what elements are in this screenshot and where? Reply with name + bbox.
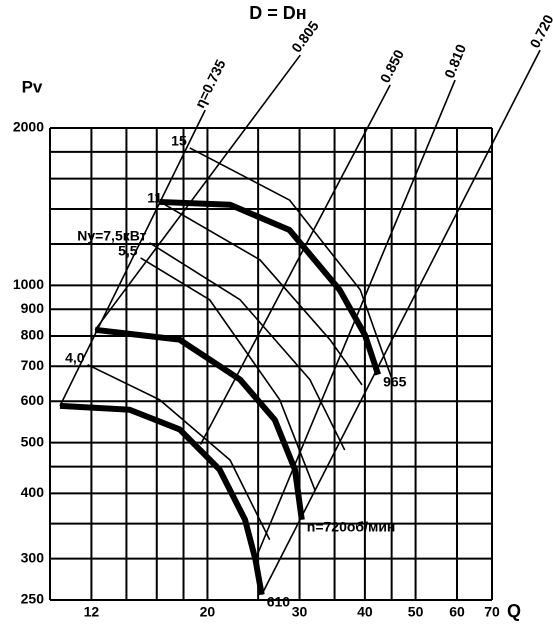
chart-title: D = Dн bbox=[249, 3, 306, 23]
power-curve bbox=[140, 257, 316, 491]
x-axis-label: Q bbox=[507, 601, 521, 621]
power-curve bbox=[149, 242, 346, 451]
y-tick-label: 1000 bbox=[13, 276, 44, 292]
x-tick-label: 40 bbox=[357, 604, 373, 620]
efficiency-line bbox=[59, 109, 206, 407]
y-tick-label: 400 bbox=[21, 484, 45, 500]
speed-curve bbox=[59, 402, 265, 596]
y-axis-label: Pv bbox=[22, 77, 43, 96]
power-curve bbox=[164, 204, 363, 386]
x-tick-label: 30 bbox=[292, 604, 308, 620]
y-tick-label: 600 bbox=[21, 392, 45, 408]
power-label: 5,5 bbox=[118, 243, 138, 259]
speed-curve bbox=[159, 198, 381, 376]
y-tick-label: 500 bbox=[21, 433, 45, 449]
x-tick-label: 60 bbox=[449, 604, 465, 620]
power-label: Ny=7,5кВт bbox=[77, 228, 146, 244]
speed-curve bbox=[94, 326, 305, 521]
y-tick-label: 250 bbox=[21, 591, 45, 607]
efficiency-label: 0.720 bbox=[526, 12, 553, 51]
y-tick-label: 2000 bbox=[13, 119, 44, 135]
y-tick-label: 800 bbox=[21, 327, 45, 343]
efficiency-line bbox=[261, 49, 541, 595]
efficiency-line bbox=[199, 84, 391, 445]
speed-label: 610 bbox=[267, 593, 291, 609]
speed-label: 965 bbox=[383, 373, 407, 389]
power-curve bbox=[87, 363, 271, 541]
power-label: 11 bbox=[147, 189, 162, 205]
efficiency-label: 0.810 bbox=[441, 42, 469, 81]
power-curve bbox=[189, 147, 393, 380]
power-label: 15 bbox=[171, 133, 187, 149]
x-tick-label: 12 bbox=[84, 604, 100, 620]
power-label: 4,0 bbox=[65, 349, 85, 365]
x-tick-label: 20 bbox=[200, 604, 216, 620]
speed-label: n=720об/мин bbox=[307, 518, 396, 534]
efficiency-label: η=0.735 bbox=[191, 57, 228, 111]
x-tick-label: 70 bbox=[484, 604, 500, 620]
y-tick-label: 300 bbox=[21, 549, 45, 565]
x-tick-label: 50 bbox=[408, 604, 424, 620]
y-tick-label: 700 bbox=[21, 357, 45, 373]
efficiency-label: 0.850 bbox=[377, 47, 408, 86]
efficiency-line bbox=[94, 54, 301, 331]
y-tick-label: 900 bbox=[21, 300, 45, 316]
efficiency-label: 0.805 bbox=[288, 18, 322, 56]
